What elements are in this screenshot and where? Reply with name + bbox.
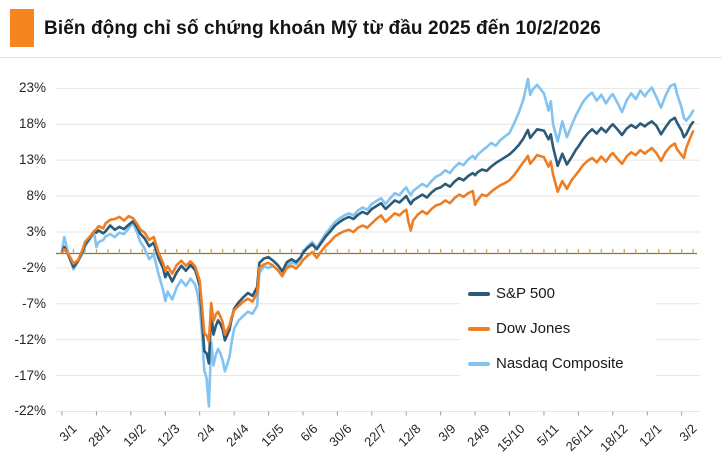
y-tick-label: -7% [21,295,46,311]
header-divider [0,57,722,58]
plot-svg [56,77,700,416]
legend-swatch-dow-jones [468,326,490,331]
chart-title: Biến động chỉ số chứng khoán Mỹ từ đầu 2… [44,18,601,39]
y-tick-label: -2% [21,259,46,275]
legend: S&P 500 Dow Jones Nasdaq Composite [460,276,656,381]
brand-accent-square [10,9,34,47]
series-line-nasdaq-composite [60,77,695,408]
y-tick-label: 18% [18,116,46,132]
y-tick-label: -12% [14,331,46,347]
y-tick-label: 8% [26,188,46,204]
y-tick-label: 3% [26,223,46,239]
y-tick-label: 23% [18,80,46,96]
legend-swatch-sp-500 [468,291,490,296]
legend-swatch-nasdaq-composite [468,361,490,366]
y-tick-label: -17% [14,367,46,383]
legend-item-sp-500: S&P 500 [468,276,656,311]
legend-item-nasdaq-composite: Nasdaq Composite [468,346,656,381]
y-tick-label: -22% [14,403,46,419]
series-line-s-p-500 [60,116,695,365]
line-chart: 23% 18% 13% 8% 3% -2% -7% -12% -17% -22% 3/1 28/1 1… [0,58,722,466]
legend-item-dow-jones: Dow Jones [468,311,656,346]
y-tick-label: 13% [18,152,46,168]
legend-label-dow-jones: Dow Jones [496,320,571,337]
legend-label-sp-500: S&P 500 [496,285,555,302]
series-line-dow-jones [60,130,695,344]
legend-label-nasdaq-composite: Nasdaq Composite [496,355,624,372]
